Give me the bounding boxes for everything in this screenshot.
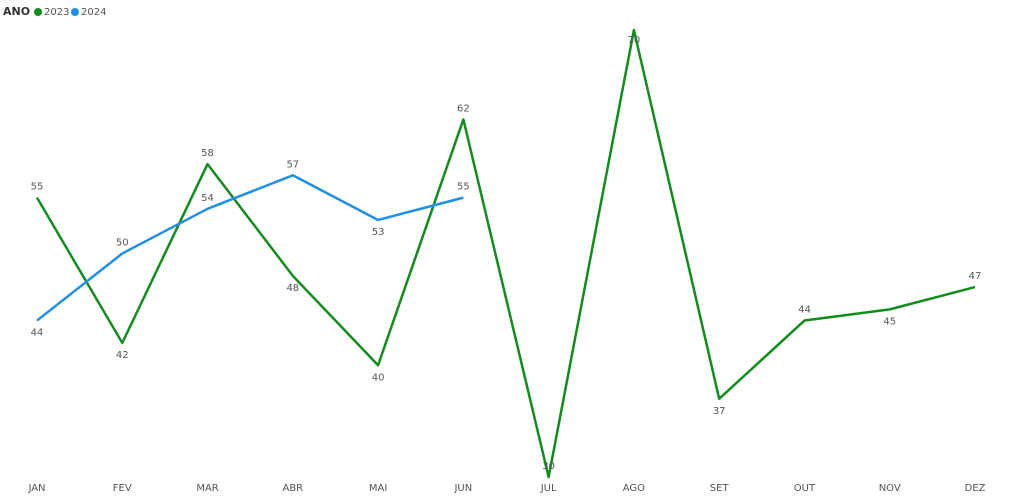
x-tick-label: NOV [879,483,901,494]
data-label: 30 [542,461,555,472]
data-label: 44 [798,305,811,316]
data-label: 47 [969,271,982,282]
x-tick-label: JAN [27,483,45,494]
data-label: 58 [201,148,214,159]
x-tick-label: JUN [453,483,472,494]
data-label: 55 [31,182,44,193]
x-tick-label: MAI [369,483,387,494]
x-tick-label: JUL [540,483,557,494]
legend-title: ANO [3,5,30,18]
x-tick-label: SET [710,483,730,494]
data-label: 57 [286,159,299,170]
data-label: 45 [883,316,896,327]
data-label: 55 [457,182,470,193]
legend-label: 2023 [44,7,69,18]
data-label: 40 [372,372,385,383]
data-label: 42 [116,350,129,361]
legend-label: 2024 [81,7,106,18]
x-tick-label: MAR [196,483,218,494]
x-tick-label: FEV [113,483,132,494]
data-label: 62 [457,103,470,114]
x-tick-label: OUT [794,483,816,494]
x-tick-label: DEZ [965,483,986,494]
data-label: 44 [31,328,44,339]
x-tick-label: ABR [282,483,303,494]
data-label: 37 [713,406,726,417]
legend-marker [71,8,79,16]
series-line [35,28,976,479]
x-tick-label: AGO [623,483,645,494]
data-label: 70 [628,35,641,46]
legend-marker [34,8,42,16]
data-label: 54 [201,193,214,204]
data-label: 48 [286,283,299,294]
data-label: 50 [116,238,129,249]
data-label: 53 [372,227,385,238]
series-line [36,174,464,322]
